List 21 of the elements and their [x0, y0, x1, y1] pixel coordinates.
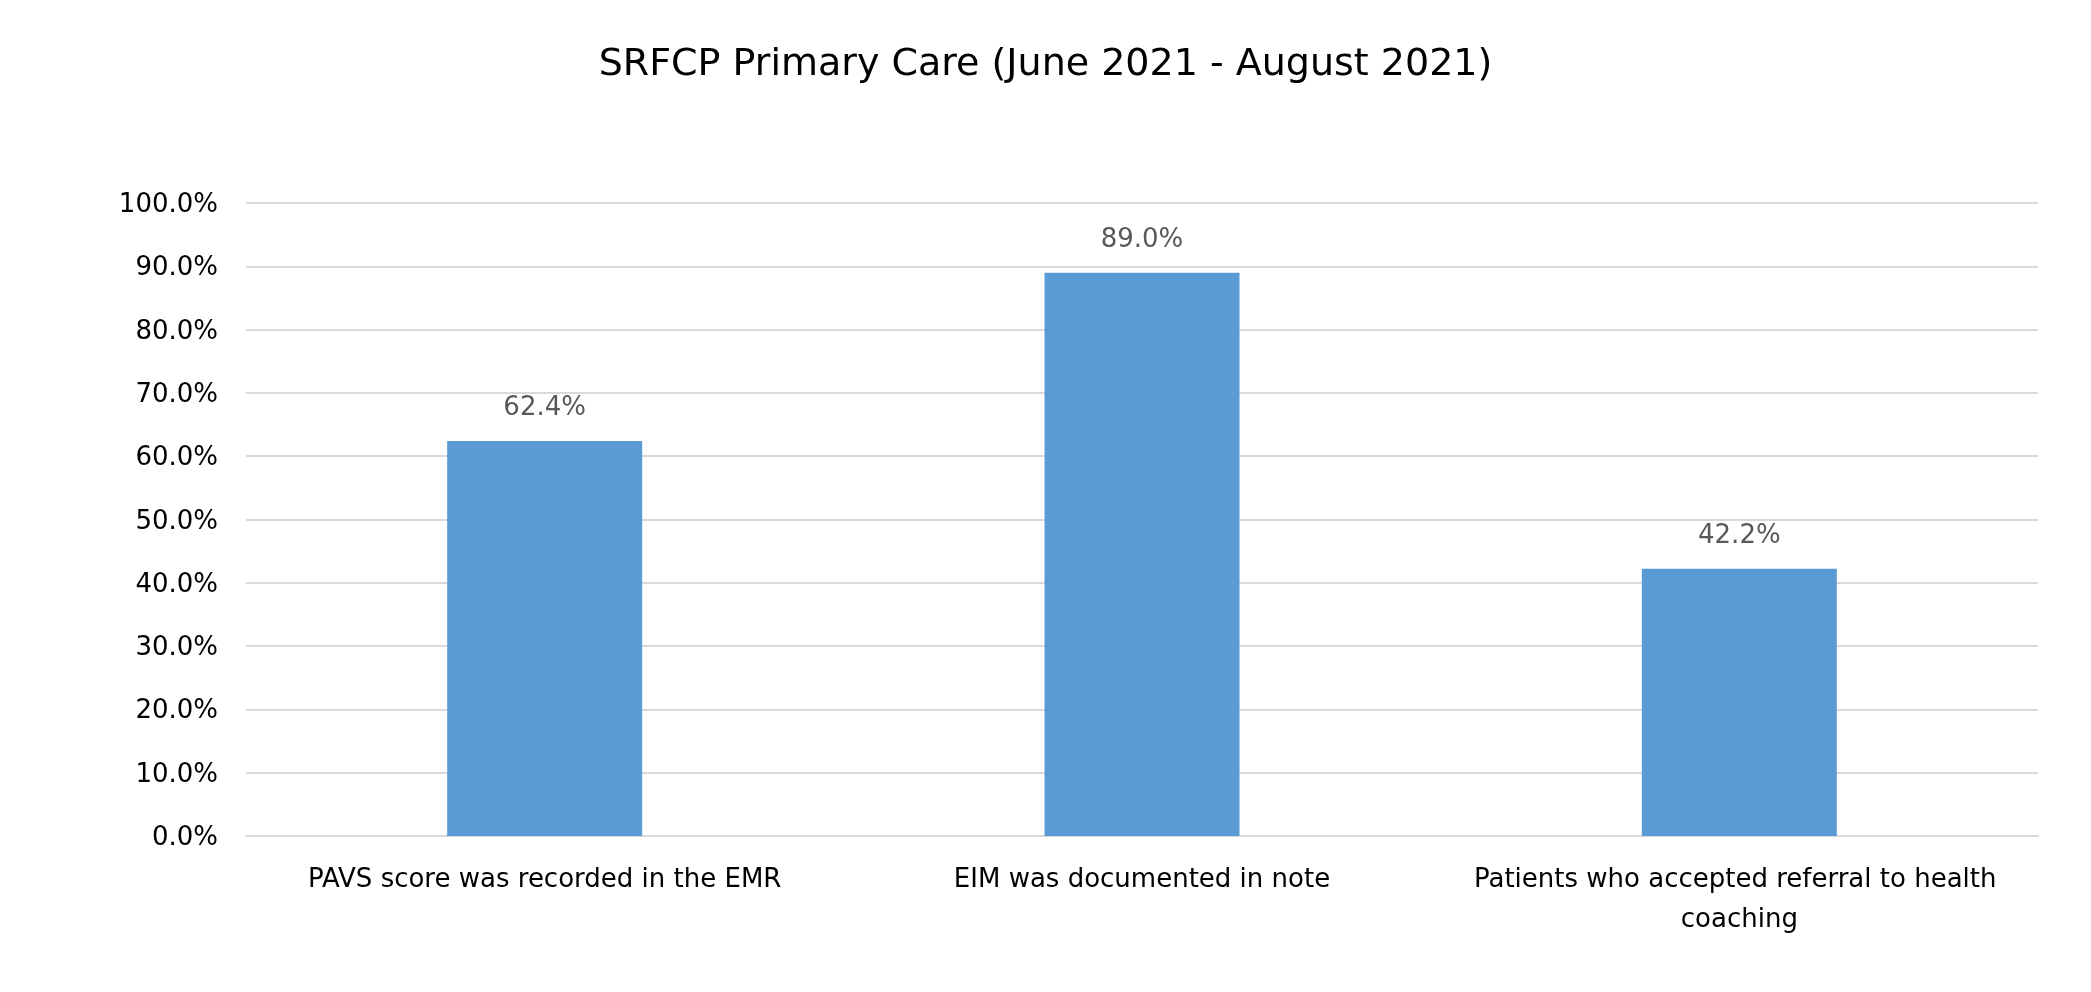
y-tick-label: 60.0%: [135, 441, 218, 472]
bar: [447, 441, 643, 836]
data-label: 62.4%: [503, 391, 586, 422]
chart-title: SRFCP Primary Care (June 2021 - August 2021): [598, 40, 1493, 84]
y-tick-label: 30.0%: [135, 631, 218, 662]
y-tick-label: 70.0%: [135, 377, 218, 408]
data-label: 42.2%: [1698, 518, 1781, 549]
bar: [1044, 272, 1240, 836]
bar: [1641, 568, 1837, 836]
x-tick-label: EIM was documented in note: [953, 863, 1331, 893]
y-tick-label: 50.0%: [135, 504, 218, 535]
data-label: 89.0%: [1100, 222, 1184, 253]
x-tick-label: PAVS score was recorded in the EMR: [307, 863, 782, 893]
y-tick-label: 100.0%: [118, 188, 218, 218]
y-tick-label: 10.0%: [135, 757, 218, 788]
y-tick-label: 20.0%: [135, 694, 218, 725]
y-tick-label: 90.0%: [135, 251, 218, 282]
x-tick-label: Patients who accepted referral to health coaching: [1473, 863, 2005, 933]
y-tick-label: 40.0%: [135, 567, 218, 598]
y-tick-label: 80.0%: [135, 314, 218, 345]
y-tick-label: 0.0%: [151, 821, 218, 851]
